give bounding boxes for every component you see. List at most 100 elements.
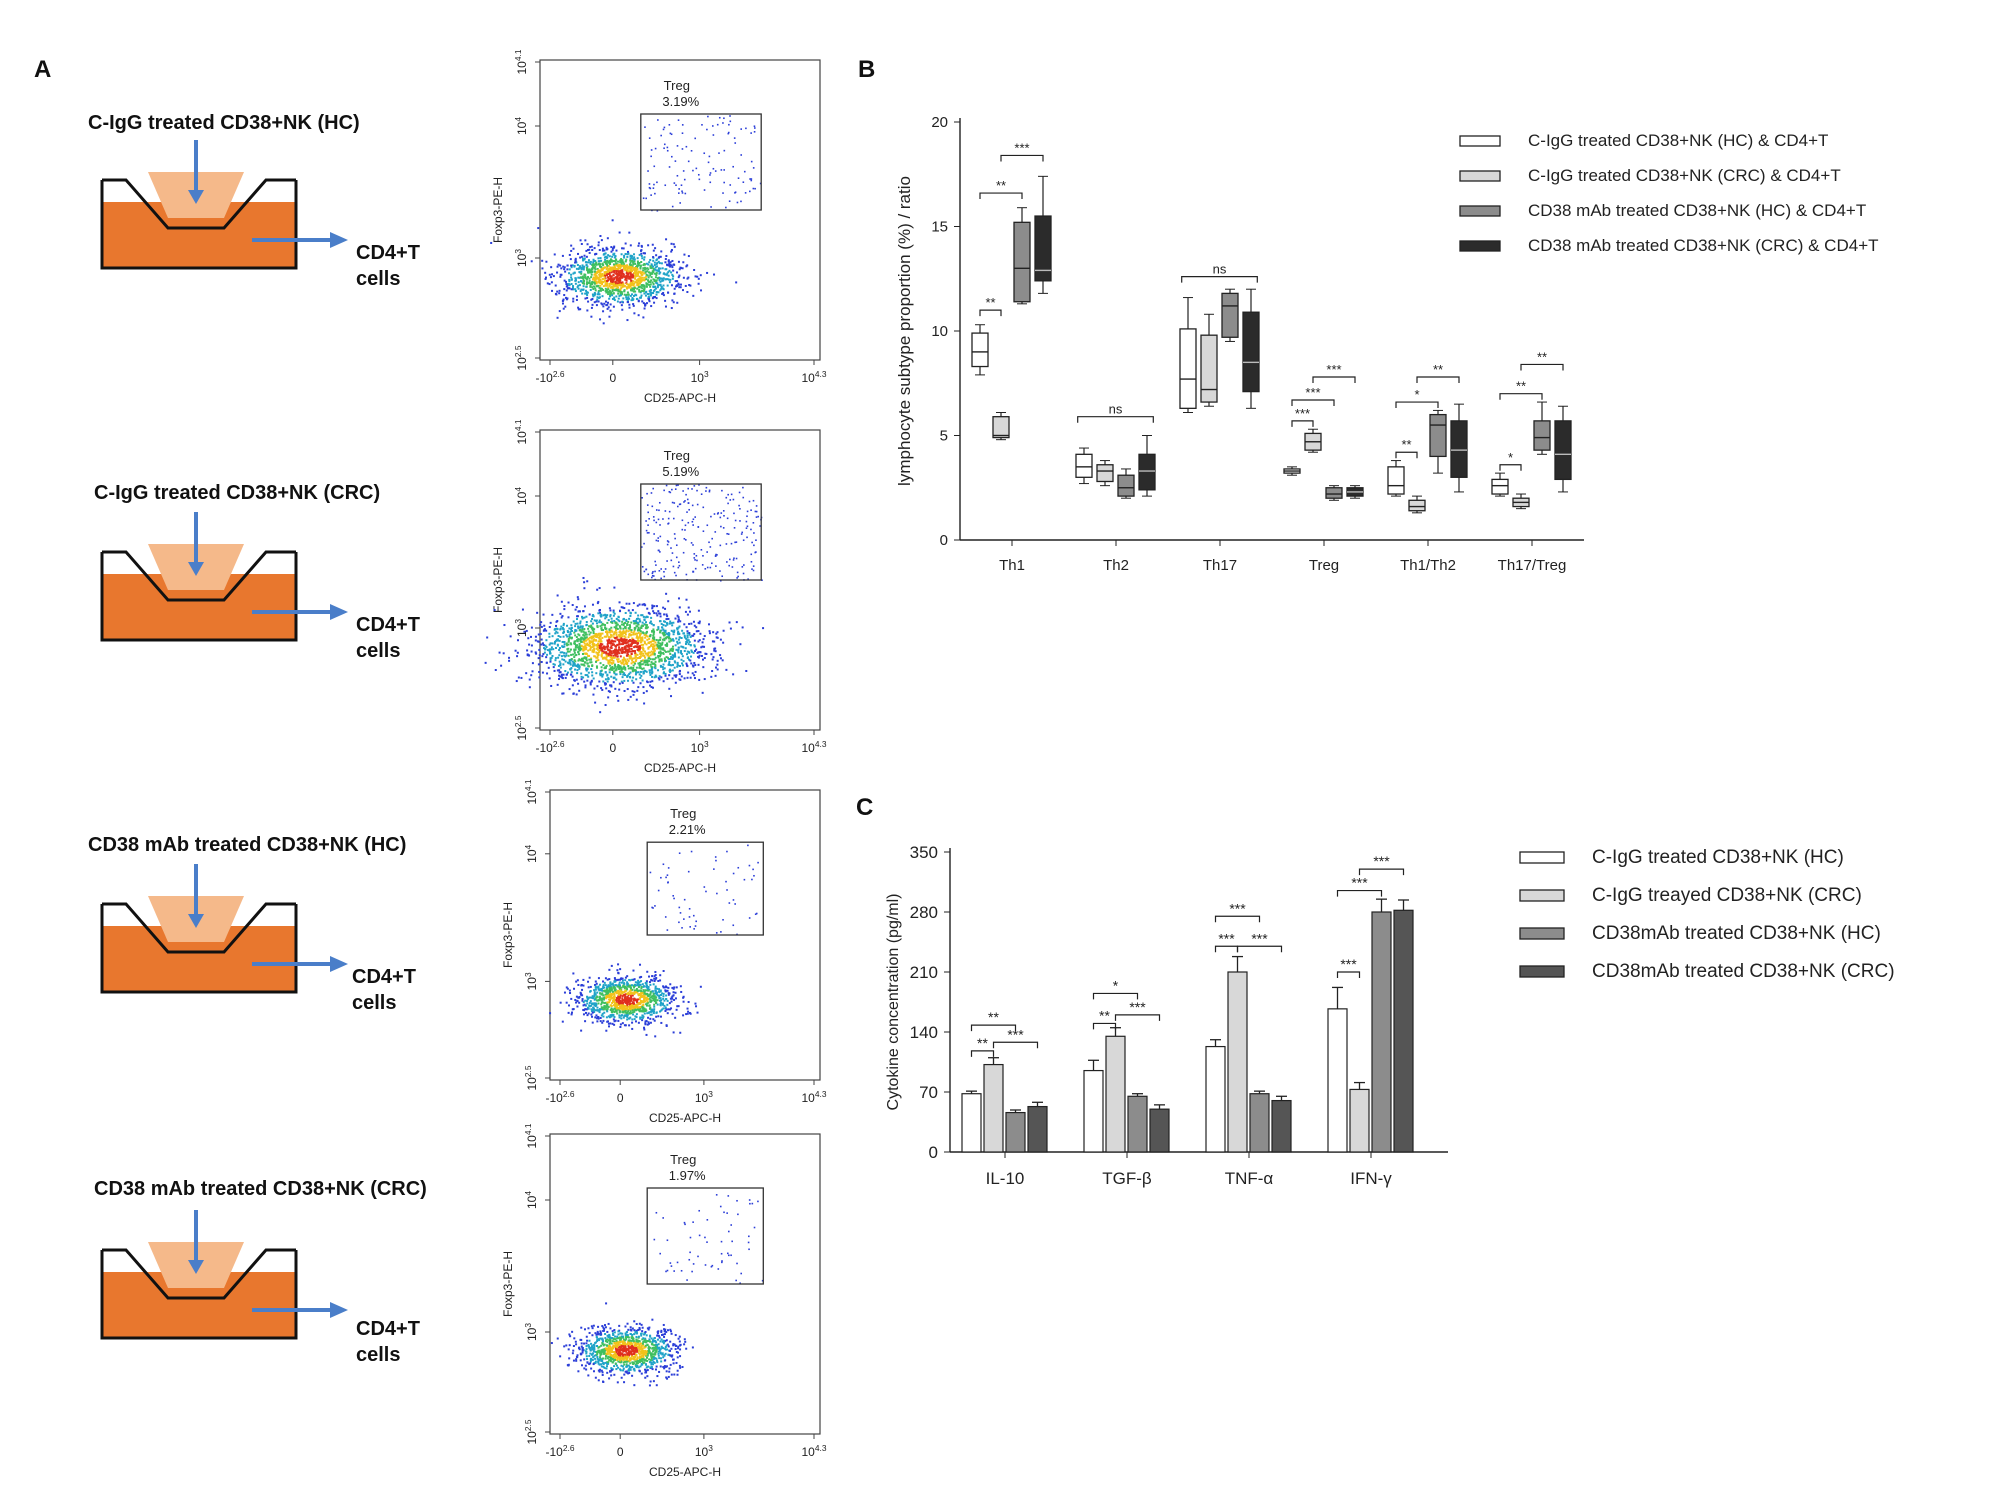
- cell-dot: [610, 617, 613, 620]
- cell-dot: [553, 253, 556, 256]
- cell-dot: [588, 633, 591, 636]
- gate-cell-dot: [709, 172, 712, 174]
- cell-dot: [596, 296, 599, 299]
- cell-dot: [656, 265, 659, 268]
- cell-dot: [615, 1004, 618, 1007]
- cell-dot: [583, 605, 586, 608]
- cell-dot: [634, 984, 637, 987]
- gate-cell-dot: [665, 876, 667, 879]
- gate-cell-dot: [718, 116, 721, 119]
- cell-dot: [679, 286, 682, 289]
- cell-dot: [647, 664, 650, 667]
- gate-cell-dot: [722, 527, 725, 529]
- cell-dot: [616, 694, 619, 697]
- flow-xtick-label: 104.3: [801, 369, 826, 385]
- row1-transwell-diagram: [100, 140, 348, 270]
- cell-dot: [608, 259, 611, 262]
- cell-dot: [573, 663, 576, 666]
- cell-dot: [615, 1007, 618, 1010]
- cell-dot: [653, 995, 656, 998]
- cell-dot: [608, 289, 611, 292]
- cell-dot: [741, 626, 744, 629]
- cell-dot: [630, 652, 633, 655]
- cell-dot: [637, 1021, 640, 1024]
- cell-dot: [654, 665, 657, 668]
- cell-dot: [697, 640, 700, 643]
- cell-dot: [597, 263, 600, 266]
- cell-dot: [623, 293, 626, 296]
- gate-cell-dot: [755, 912, 758, 915]
- cell-dot: [577, 625, 580, 628]
- cell-dot: [678, 625, 681, 628]
- gate-cell-dot: [754, 551, 757, 554]
- cell-dot: [661, 632, 664, 635]
- cell-dot: [579, 308, 582, 311]
- cell-dot: [639, 276, 642, 279]
- cell-dot: [660, 676, 663, 679]
- cell-dot: [584, 646, 587, 649]
- cell-dot: [657, 647, 660, 650]
- cell-dot: [620, 287, 623, 290]
- cell-dot: [660, 1009, 663, 1012]
- cell-dot: [598, 286, 601, 289]
- cell-dot: [625, 298, 628, 301]
- cell-dot: [655, 279, 658, 282]
- cell-dot: [589, 246, 592, 249]
- cell-dot: [589, 283, 592, 286]
- cell-dot: [680, 675, 683, 678]
- cell-dot: [653, 605, 656, 608]
- cell-dot: [626, 982, 629, 985]
- cell-dot: [646, 970, 649, 973]
- cell-dot: [508, 656, 511, 659]
- cell-dot: [670, 695, 673, 698]
- gate-cell-dot: [691, 488, 693, 490]
- down-arrow-head: [188, 562, 204, 576]
- cell-dot: [649, 992, 652, 995]
- cell-dot: [543, 624, 546, 627]
- cell-dot: [586, 679, 589, 682]
- gate-cell-dot: [660, 577, 662, 580]
- cell-dot: [654, 970, 657, 973]
- treg-gate: [640, 483, 762, 581]
- cell-dot: [607, 655, 610, 658]
- cell-dot: [658, 262, 661, 265]
- gate-cell-dot: [655, 509, 658, 511]
- cell-dot: [630, 1012, 633, 1015]
- cell-dot: [659, 636, 662, 639]
- gate-cell-dot: [664, 184, 667, 187]
- cell-dot: [591, 603, 594, 606]
- cell-dot: [676, 1005, 679, 1008]
- cell-dot: [577, 638, 580, 641]
- cell-dot: [712, 631, 715, 634]
- gate-cell-dot: [719, 570, 721, 572]
- cell-dot: [621, 606, 624, 609]
- cell-dot: [609, 664, 612, 667]
- gate-cell-dot: [646, 532, 649, 534]
- cell-dot: [596, 652, 599, 655]
- cell-dot: [622, 622, 625, 625]
- cell-dot: [605, 257, 608, 260]
- cell-dot: [600, 621, 603, 624]
- cell-dot: [610, 267, 613, 270]
- gate-cell-dot: [741, 531, 744, 534]
- cell-dot: [619, 283, 622, 286]
- gate-cell-dot: [677, 192, 680, 194]
- cell-dot: [635, 666, 638, 669]
- cell-dot: [586, 243, 589, 246]
- cell-dot: [607, 306, 610, 309]
- cell-dot: [563, 604, 566, 607]
- cell-dot: [652, 249, 655, 252]
- cell-dot: [648, 657, 651, 660]
- cell-dot: [632, 681, 635, 684]
- gate-cell-dot: [694, 559, 696, 561]
- cell-dot: [583, 631, 586, 634]
- cell-dot: [618, 1014, 621, 1017]
- cell-dot: [677, 260, 680, 263]
- cell-dot: [662, 1002, 665, 1005]
- gate-cell-dot: [678, 564, 681, 567]
- cell-dot: [620, 274, 623, 277]
- cell-dot: [500, 664, 503, 667]
- cell-dot: [646, 635, 649, 638]
- cell-dot: [601, 1021, 604, 1024]
- cell-dot: [675, 637, 678, 640]
